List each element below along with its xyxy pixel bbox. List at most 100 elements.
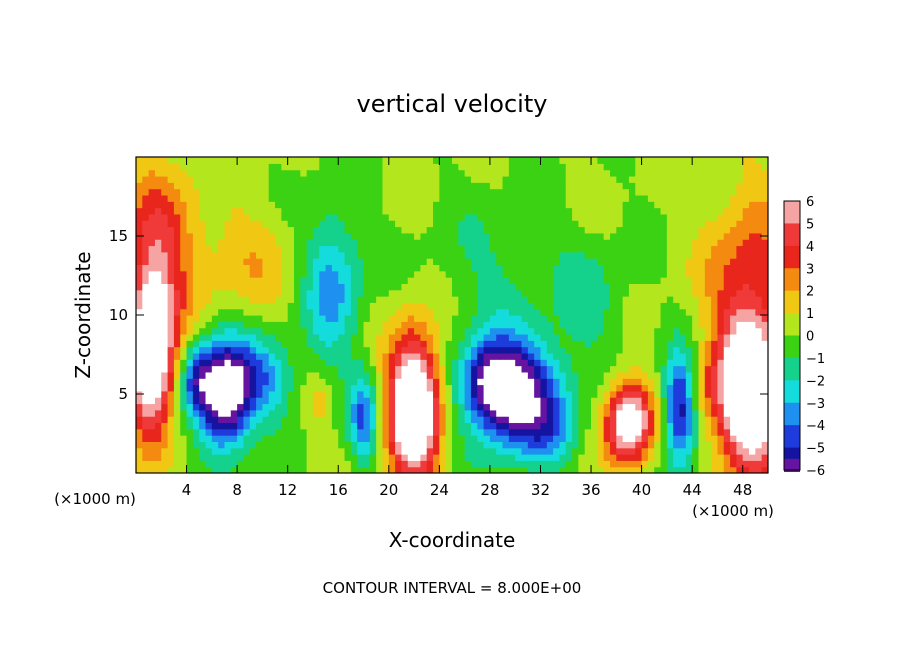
field-cell [388,258,396,266]
field-cell [439,359,447,367]
field-cell [199,283,207,291]
field-cell [142,270,150,278]
field-cell [262,371,270,379]
field-cell [654,346,662,354]
field-cell [534,466,542,473]
field-cell [553,308,561,316]
field-cell [483,194,491,202]
field-cell [249,321,257,329]
field-cell [565,157,573,164]
field-cell [489,327,497,335]
field-cell [344,340,352,348]
field-cell [161,157,169,164]
field-cell [742,251,750,259]
field-cell [698,428,706,436]
field-cell [749,441,756,449]
field-cell [477,296,485,303]
field-cell [496,466,504,473]
field-cell [736,397,744,405]
field-cell [477,384,485,392]
field-cell [142,422,150,430]
field-cell [515,352,523,360]
field-cell [489,207,497,215]
field-cell [445,308,453,316]
field-cell [666,352,674,360]
field-cell [458,454,466,461]
field-cell [268,365,276,373]
field-cell [704,390,712,398]
field-cell [603,460,611,468]
field-cell [692,169,700,177]
field-cell [161,460,169,468]
field-cell [565,352,573,360]
field-cell [211,390,219,398]
field-cell [660,441,668,449]
velocity-field [136,157,768,473]
field-cell [470,352,478,360]
field-cell [635,409,643,417]
field-cell [388,422,396,430]
field-cell [717,308,725,316]
field-cell [647,283,655,291]
field-cell [553,466,561,473]
field-cell [502,296,510,303]
field-cell [736,308,744,316]
field-cell [294,245,301,253]
field-cell [521,371,529,379]
field-cell [357,194,365,202]
field-cell [679,264,687,272]
field-cell [502,264,510,272]
field-cell [692,352,700,360]
field-cell [553,258,561,266]
field-cell [344,163,352,171]
field-cell [230,283,238,291]
field-cell [287,422,295,430]
field-cell [439,454,447,461]
field-cell [616,283,624,291]
field-cell [616,403,624,411]
field-cell [167,157,175,164]
field-cell [477,390,485,398]
field-cell [508,302,516,310]
field-cell [521,201,529,209]
field-cell [192,352,200,360]
field-cell [344,296,352,303]
field-cell [660,283,668,291]
field-cell [306,194,314,202]
field-cell [508,207,516,215]
field-cell [704,163,712,171]
field-cell [192,302,200,310]
field-cell [426,302,434,310]
field-cell [186,397,194,405]
field-cell [312,201,320,209]
field-cell [483,264,491,272]
field-cell [180,321,188,329]
field-cell [230,163,238,171]
field-cell [515,270,523,278]
field-cell [205,277,213,284]
field-cell [312,422,320,430]
field-cell [584,169,592,177]
field-cell [685,441,693,449]
field-cell [483,340,491,348]
field-cell [508,232,516,240]
field-cell [597,232,605,240]
field-cell [363,157,371,164]
field-cell [597,435,605,442]
field-cell [603,428,611,436]
field-cell [388,397,396,405]
field-cell [382,416,390,424]
field-cell [603,226,611,234]
field-cell [186,359,194,367]
field-cell [192,296,200,303]
field-cell [458,321,466,329]
field-cell [136,428,143,436]
field-cell [161,182,169,190]
field-cell [572,359,579,367]
field-cell [161,340,169,348]
field-cell [673,188,681,196]
field-cell [622,213,630,221]
field-cell [268,283,276,291]
field-cell [597,466,605,473]
field-cell [736,327,744,335]
